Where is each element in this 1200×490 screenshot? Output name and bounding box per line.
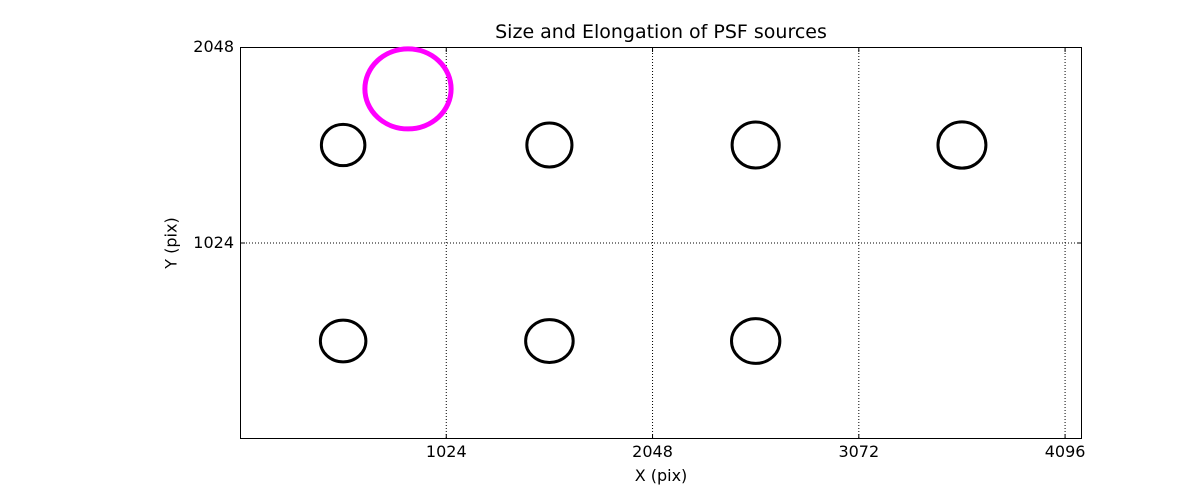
x-tick-label: 3072 bbox=[838, 442, 880, 461]
x-tick-label: 1024 bbox=[425, 442, 467, 461]
y-tick-label: 1024 bbox=[193, 233, 234, 253]
chart-title: Size and Elongation of PSF sources bbox=[495, 21, 827, 43]
y-axis-label: Y (pix) bbox=[161, 217, 181, 269]
y-tick-label: 2048 bbox=[193, 37, 234, 57]
plot-area bbox=[240, 47, 1082, 439]
x-tick-label: 2048 bbox=[632, 442, 673, 461]
x-axis-label: X (pix) bbox=[634, 466, 688, 485]
x-tick-label: 4096 bbox=[1044, 442, 1086, 461]
